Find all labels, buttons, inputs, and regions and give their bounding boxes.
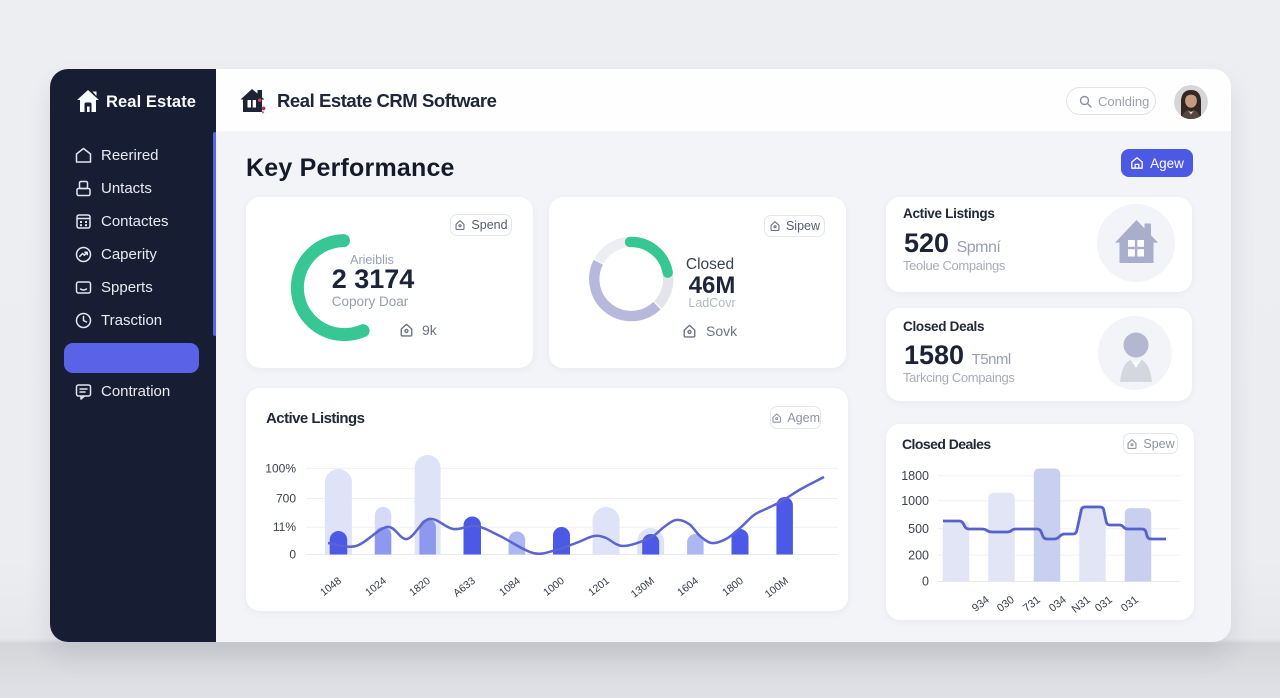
svg-text:1800: 1800	[901, 469, 929, 483]
svg-text:1800: 1800	[720, 575, 746, 599]
svg-text:031: 031	[1093, 594, 1115, 615]
svg-text:1024: 1024	[363, 575, 389, 599]
svg-text:030: 030	[995, 594, 1017, 615]
svg-text:100%: 100%	[265, 462, 296, 476]
svg-text:11%: 11%	[273, 520, 296, 534]
svg-text:200: 200	[908, 549, 929, 563]
svg-text:1084: 1084	[497, 575, 523, 599]
svg-text:934: 934	[970, 594, 992, 615]
svg-text:N31: N31	[1070, 594, 1093, 616]
svg-text:A633: A633	[451, 575, 478, 600]
svg-text:100M: 100M	[763, 575, 791, 601]
svg-text:031: 031	[1119, 594, 1141, 615]
svg-text:0: 0	[922, 575, 929, 589]
svg-text:500: 500	[908, 522, 929, 536]
svg-text:1604: 1604	[675, 575, 701, 599]
svg-text:1000: 1000	[901, 494, 929, 508]
svg-text:130M: 130M	[629, 575, 657, 601]
svg-text:1820: 1820	[407, 575, 433, 599]
svg-text:1000: 1000	[541, 575, 567, 599]
svg-text:1201: 1201	[586, 575, 612, 599]
svg-text:1048: 1048	[318, 575, 344, 599]
svg-text:731: 731	[1021, 594, 1043, 615]
svg-text:700: 700	[276, 492, 296, 506]
svg-text:034: 034	[1047, 594, 1069, 615]
svg-text:0: 0	[289, 548, 296, 562]
